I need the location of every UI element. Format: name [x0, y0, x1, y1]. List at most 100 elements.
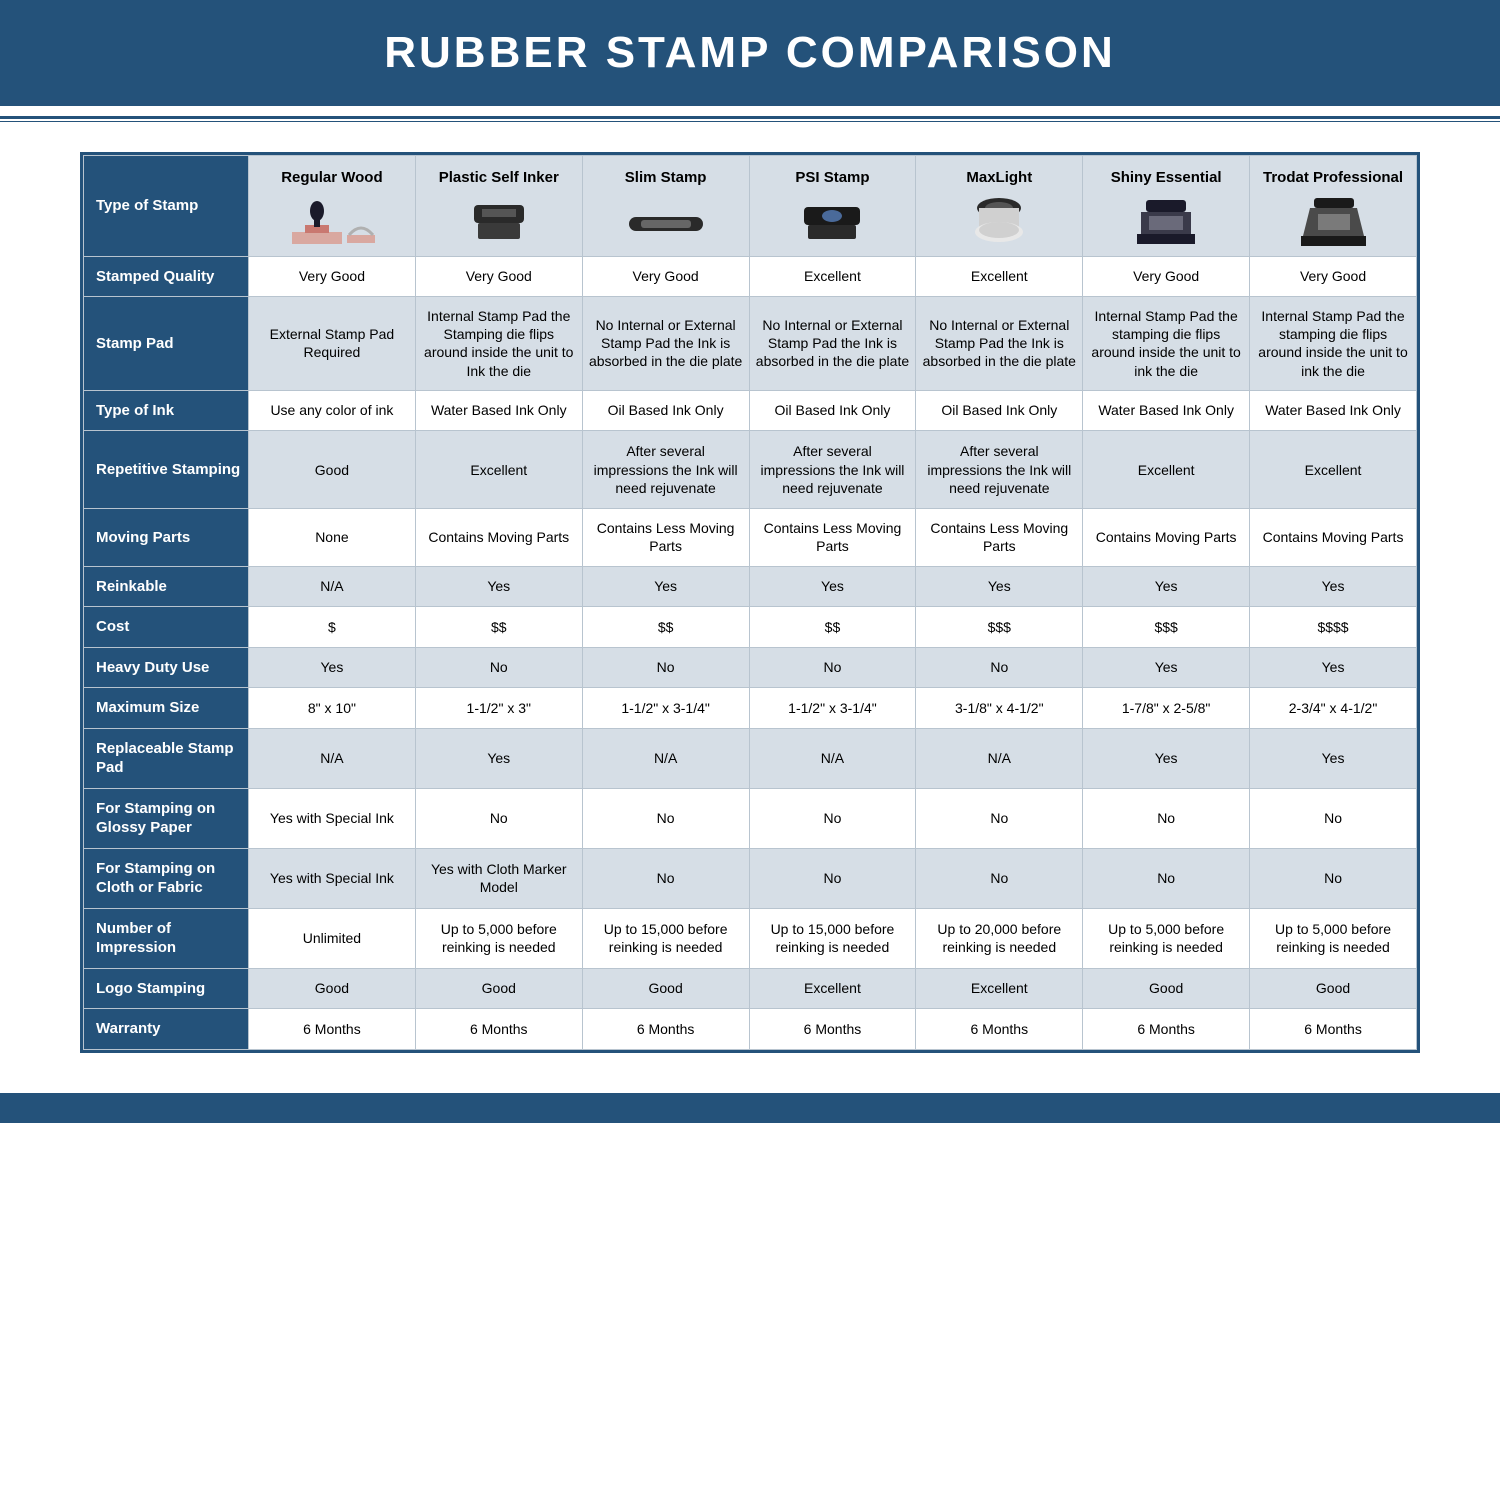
cell: Good: [249, 968, 416, 1009]
cell: Up to 5,000 before reinking is needed: [415, 908, 582, 968]
cell: No: [415, 647, 582, 688]
cell: Yes: [749, 566, 916, 607]
cell: N/A: [749, 728, 916, 788]
row-header: Logo Stamping: [84, 968, 249, 1009]
cell: After several impressions the Ink will n…: [749, 431, 916, 509]
cell: Oil Based Ink Only: [749, 390, 916, 431]
cell: Water Based Ink Only: [415, 390, 582, 431]
cell: Yes with Special Ink: [249, 788, 416, 848]
cell: $$$$: [1250, 607, 1417, 648]
col-header-slim-stamp: Slim Stamp: [582, 156, 749, 257]
cell: Excellent: [749, 256, 916, 297]
table-body: Stamped QualityVery GoodVery GoodVery Go…: [84, 256, 1417, 1049]
table-row: Replaceable Stamp PadN/AYesN/AN/AN/AYesY…: [84, 728, 1417, 788]
cell: $$: [582, 607, 749, 648]
cell: No: [415, 788, 582, 848]
cell: No: [916, 647, 1083, 688]
row-header: Reinkable: [84, 566, 249, 607]
wood-stamp-icon: [253, 192, 411, 252]
row-header: Stamp Pad: [84, 297, 249, 391]
cell: Yes: [1083, 566, 1250, 607]
cell: No Internal or External Stamp Pad the In…: [582, 297, 749, 391]
cell: 6 Months: [415, 1009, 582, 1050]
table-row: Warranty6 Months6 Months6 Months6 Months…: [84, 1009, 1417, 1050]
cell: No: [749, 848, 916, 908]
table-row: Moving PartsNoneContains Moving PartsCon…: [84, 509, 1417, 566]
cell: $$: [415, 607, 582, 648]
cell: No: [749, 647, 916, 688]
row-header: For Stamping on Glossy Paper: [84, 788, 249, 848]
cell: Contains Moving Parts: [1250, 509, 1417, 566]
cell: 1-1/2" x 3-1/4": [582, 688, 749, 729]
cell: Contains Moving Parts: [415, 509, 582, 566]
cell: N/A: [916, 728, 1083, 788]
table-row: For Stamping on Glossy PaperYes with Spe…: [84, 788, 1417, 848]
cell: No: [582, 647, 749, 688]
cell: Excellent: [1083, 431, 1250, 509]
cell: Good: [415, 968, 582, 1009]
row-header: Number of Impression: [84, 908, 249, 968]
col-header-psi-stamp: PSI Stamp: [749, 156, 916, 257]
cell: Good: [249, 431, 416, 509]
cell: 1-1/2" x 3-1/4": [749, 688, 916, 729]
cell: 6 Months: [1250, 1009, 1417, 1050]
page-title: RUBBER STAMP COMPARISON: [0, 0, 1500, 106]
cell: Internal Stamp Pad the Stamping die flip…: [415, 297, 582, 391]
cell: Yes: [415, 566, 582, 607]
cell: Yes: [1250, 647, 1417, 688]
row-header: For Stamping on Cloth or Fabric: [84, 848, 249, 908]
table-row: Number of ImpressionUnlimitedUp to 5,000…: [84, 908, 1417, 968]
cell: Oil Based Ink Only: [582, 390, 749, 431]
cell: $$: [749, 607, 916, 648]
comparison-table: Type of Stamp Regular Wood Plastic Self …: [83, 155, 1417, 1050]
slim-stamp-icon: [587, 192, 745, 252]
cell: Oil Based Ink Only: [916, 390, 1083, 431]
table-row: Stamp PadExternal Stamp Pad RequiredInte…: [84, 297, 1417, 391]
psi-stamp-icon: [754, 192, 912, 252]
col-header-trodat-professional: Trodat Professional: [1250, 156, 1417, 257]
table-row: Cost$$$$$$$$$$$$$$$$$: [84, 607, 1417, 648]
self-inker-icon: [420, 192, 578, 252]
cell: Excellent: [916, 256, 1083, 297]
cell: No: [1083, 848, 1250, 908]
cell: Yes: [1250, 566, 1417, 607]
footer-bar: [0, 1093, 1500, 1123]
cell: N/A: [249, 728, 416, 788]
cell: No Internal or External Stamp Pad the In…: [916, 297, 1083, 391]
cell: Excellent: [749, 968, 916, 1009]
cell: Yes: [1083, 647, 1250, 688]
table-row: For Stamping on Cloth or FabricYes with …: [84, 848, 1417, 908]
row-header: Type of Ink: [84, 390, 249, 431]
cell: No: [1250, 848, 1417, 908]
cell: 1-1/2" x 3": [415, 688, 582, 729]
cell: $$$: [916, 607, 1083, 648]
cell: Yes: [415, 728, 582, 788]
cell: No: [1250, 788, 1417, 848]
row-header: Maximum Size: [84, 688, 249, 729]
cell: $: [249, 607, 416, 648]
cell: Internal Stamp Pad the stamping die flip…: [1250, 297, 1417, 391]
cell: 6 Months: [749, 1009, 916, 1050]
cell: Water Based Ink Only: [1083, 390, 1250, 431]
cell: After several impressions the Ink will n…: [582, 431, 749, 509]
col-header-shiny-essential: Shiny Essential: [1083, 156, 1250, 257]
cell: Up to 15,000 before reinking is needed: [749, 908, 916, 968]
cell: 1-7/8" x 2-5/8": [1083, 688, 1250, 729]
cell: None: [249, 509, 416, 566]
cell: Very Good: [249, 256, 416, 297]
col-label: MaxLight: [966, 169, 1032, 186]
cell: Very Good: [1250, 256, 1417, 297]
maxlight-icon: [920, 192, 1078, 252]
col-header-plastic-self-inker: Plastic Self Inker: [415, 156, 582, 257]
trodat-professional-icon: [1254, 192, 1412, 252]
cell: Good: [582, 968, 749, 1009]
cell: Yes: [1250, 728, 1417, 788]
cell: Yes: [916, 566, 1083, 607]
cell: Excellent: [415, 431, 582, 509]
cell: External Stamp Pad Required: [249, 297, 416, 391]
cell: Good: [1250, 968, 1417, 1009]
cell: Yes: [1083, 728, 1250, 788]
cell: Contains Less Moving Parts: [916, 509, 1083, 566]
col-header-regular-wood: Regular Wood: [249, 156, 416, 257]
cell: $$$: [1083, 607, 1250, 648]
